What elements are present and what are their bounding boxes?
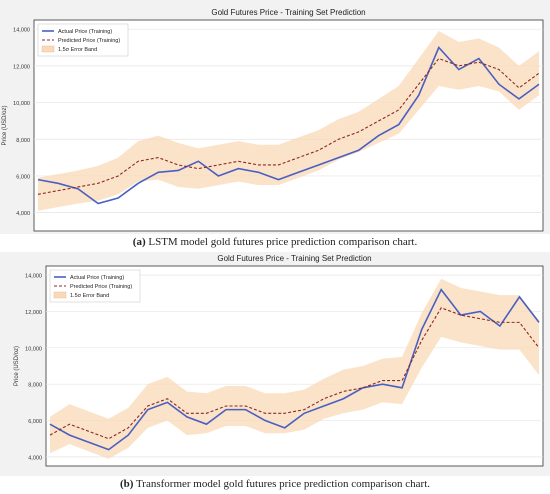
legend-swatch-band [41, 45, 55, 53]
y-tick-label: 4,000 [28, 455, 42, 461]
y-tick-label: 12,000 [13, 64, 30, 70]
error-band [38, 31, 539, 211]
chart-title: Gold Futures Price - Training Set Predic… [211, 8, 365, 17]
legend-swatch-band [53, 291, 67, 299]
legend-label-predicted: Predicted Price (Training) [58, 38, 120, 44]
panel-transformer: 4,000 6,000 8,000 10,000 12,000 14,000 Gold Fu… [0, 252, 550, 494]
y-tick-label: 14,000 [13, 28, 30, 34]
caption-lstm: (a) LSTM model gold futures price predic… [0, 236, 550, 248]
actual-price-line [37, 46, 540, 205]
error-band [50, 278, 539, 459]
caption-label: (a) [132, 236, 146, 248]
panel-lstm: 4,000 6,000 8,000 10,000 12,000 14,000 Gold Fu… [0, 0, 550, 248]
caption-text: Transformer model gold futures price pre… [133, 478, 431, 490]
caption-label: (b) [119, 478, 134, 490]
predicted-price-line [49, 307, 540, 440]
y-tick-label: 6,000 [28, 419, 42, 425]
y-tick-label: 14,000 [25, 274, 42, 280]
predicted-price-line [37, 57, 540, 195]
y-tick-label: 8,000 [16, 138, 30, 144]
caption-text: LSTM model gold futures price prediction… [145, 236, 418, 248]
transformer-chart: 4,000 6,000 8,000 10,000 12,000 14,000 Gold Fu… [0, 252, 550, 476]
y-tick-label: 10,000 [13, 101, 30, 107]
y-tick-label: 12,000 [25, 310, 42, 316]
chart-title: Gold Futures Price - Training Set Predic… [217, 254, 371, 263]
legend-label-band: 1.5σ Error Band [70, 293, 109, 299]
y-axis-label: Price (USD/oz) [14, 346, 20, 386]
actual-price-line [49, 288, 540, 451]
legend-label-predicted: Predicted Price (Training) [70, 284, 132, 290]
y-tick-label: 4,000 [16, 211, 30, 217]
legend-label-band: 1.5σ Error Band [58, 47, 97, 53]
legend-label-actual: Actual Price (Training) [70, 275, 124, 281]
y-axis-label: Price (USD/oz) [2, 105, 8, 145]
y-tick-label: 6,000 [16, 174, 30, 180]
y-tick-label: 8,000 [28, 383, 42, 389]
y-tick-label: 10,000 [25, 346, 42, 352]
legend-label-actual: Actual Price (Training) [58, 29, 112, 35]
caption-transformer: (b) Transformer model gold futures price… [0, 478, 550, 490]
lstm-chart: 4,000 6,000 8,000 10,000 12,000 14,000 Gold Fu… [0, 0, 550, 234]
